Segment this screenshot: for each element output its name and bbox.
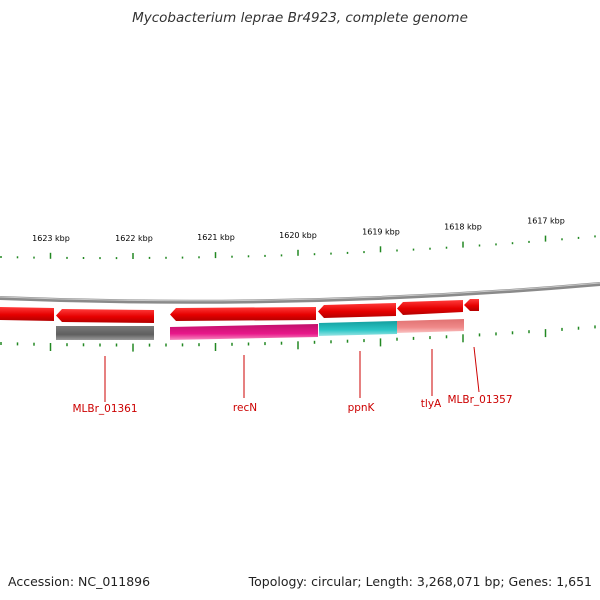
- gene-arrow-mlbr-01361[interactable]: [56, 309, 154, 323]
- gene-arrow-recn[interactable]: [170, 307, 316, 321]
- gene-arrow-mlbr-01357[interactable]: [464, 299, 479, 311]
- gene-label-mlbr-01357[interactable]: MLBr_01357: [447, 394, 512, 406]
- label-leader-lines: [104, 346, 480, 402]
- scale-label: 1618 kbp: [444, 223, 482, 232]
- scale-label: 1623 kbp: [32, 234, 70, 243]
- gene-label-mlbr-01361[interactable]: MLBr_01361: [72, 403, 137, 415]
- topology-info: Topology: circular; Length: 3,268,071 bp…: [248, 574, 592, 589]
- feature-bar-recn[interactable]: [170, 324, 318, 340]
- genome-title: Mycobacterium leprae Br4923, complete ge…: [132, 10, 468, 26]
- scale-label: 1620 kbp: [279, 231, 317, 240]
- scale-labels: 1623 kbp 1622 kbp 1621 kbp 1620 kbp 1619 kbp…: [32, 217, 565, 243]
- gene-arrow-partial[interactable]: [0, 307, 54, 321]
- gene-labels: MLBr_01361 recN ppnK tlyA MLBr_01357: [72, 394, 512, 415]
- scale-label: 1621 kbp: [197, 233, 235, 242]
- feature-bar-tlya[interactable]: [397, 319, 464, 333]
- feature-bars: [56, 319, 464, 340]
- genome-backbone-highlight: [0, 282, 600, 302]
- feature-bar-mlbr-01361[interactable]: [56, 326, 154, 340]
- scale-label: 1617 kbp: [527, 217, 565, 226]
- gene-arrows: [0, 299, 479, 323]
- genome-backbone: [0, 282, 600, 304]
- gene-arrow-tlya[interactable]: [397, 300, 463, 315]
- gene-arrow-ppnk[interactable]: [318, 303, 396, 318]
- gene-label-tlya[interactable]: tlyA: [421, 398, 442, 410]
- gene-label-ppnk[interactable]: ppnK: [348, 402, 376, 414]
- feature-bar-ppnk[interactable]: [319, 321, 397, 336]
- scale-label: 1619 kbp: [362, 227, 400, 236]
- gene-label-recn[interactable]: recN: [233, 402, 257, 414]
- leader-line-mlbr-01357: [473, 346, 480, 393]
- outer-scale-ticks: [0, 235, 596, 260]
- scale-label: 1622 kbp: [115, 234, 153, 243]
- accession-info: Accession: NC_011896: [8, 574, 151, 589]
- inner-scale-ticks: [0, 325, 596, 352]
